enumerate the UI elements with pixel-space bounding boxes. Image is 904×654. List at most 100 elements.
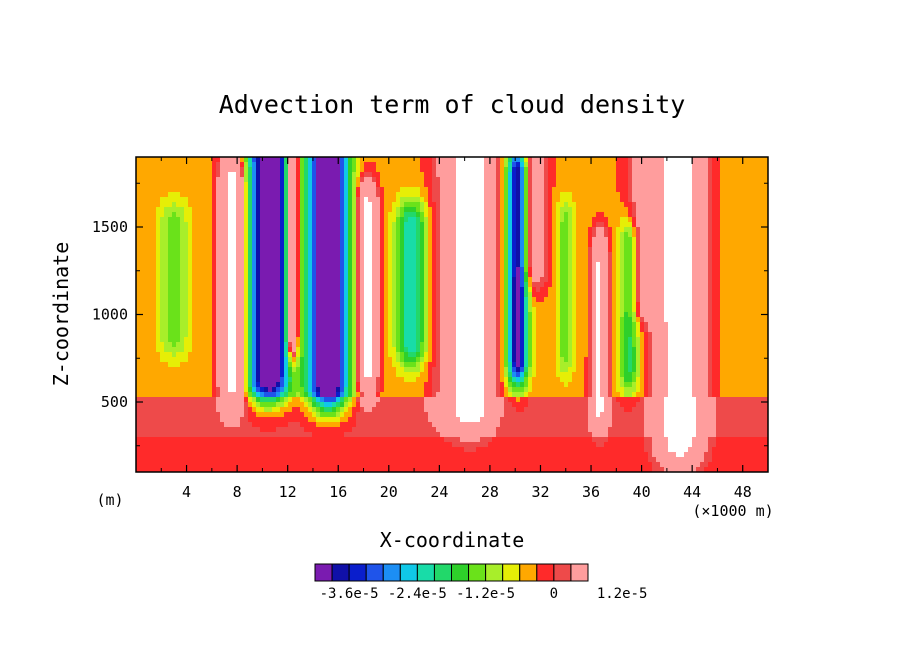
field-cell <box>400 172 405 178</box>
field-cell <box>540 227 545 233</box>
field-cell <box>428 307 433 313</box>
field-cell <box>292 222 297 228</box>
field-cell <box>188 262 193 268</box>
field-cell <box>448 292 453 298</box>
field-cell <box>568 302 573 308</box>
field-cell <box>436 207 441 213</box>
field-cell <box>248 167 253 173</box>
field-cell <box>236 227 241 233</box>
field-cell <box>244 162 249 168</box>
field-cell <box>168 197 173 203</box>
field-cell <box>256 302 261 308</box>
field-cell <box>440 167 445 173</box>
field-cell <box>496 307 501 313</box>
field-cell <box>252 202 257 208</box>
field-cell <box>596 302 601 308</box>
field-cell <box>652 182 657 188</box>
field-cell <box>612 162 617 168</box>
field-cell <box>696 207 701 213</box>
field-cell <box>396 217 401 223</box>
field-cell <box>252 157 257 163</box>
field-cell <box>332 177 337 183</box>
field-cell <box>272 237 277 243</box>
field-cell <box>396 192 401 198</box>
field-cell <box>384 242 389 248</box>
field-cell <box>716 167 721 173</box>
field-cell <box>656 202 661 208</box>
field-cell <box>200 207 205 213</box>
field-cell <box>208 287 213 293</box>
field-cell <box>716 187 721 193</box>
field-cell <box>728 212 733 218</box>
field-cell <box>604 157 609 163</box>
field-cell <box>720 252 725 258</box>
field-cell <box>688 277 693 283</box>
field-cell <box>348 197 353 203</box>
field-cell <box>620 177 625 183</box>
field-cell <box>428 217 433 223</box>
field-cell <box>704 172 709 178</box>
field-cell <box>452 227 457 233</box>
field-cell <box>448 312 453 318</box>
field-cell <box>188 187 193 193</box>
field-cell <box>260 222 265 228</box>
field-cell <box>656 292 661 298</box>
field-cell <box>704 217 709 223</box>
field-cell <box>548 162 553 168</box>
field-cell <box>640 172 645 178</box>
field-cell <box>648 182 653 188</box>
field-cell <box>356 292 361 298</box>
field-cell <box>496 167 501 173</box>
field-cell <box>752 292 757 298</box>
field-cell <box>460 267 465 273</box>
field-cell <box>364 292 369 298</box>
field-cell <box>344 192 349 198</box>
field-cell <box>564 297 569 303</box>
field-cell <box>480 252 485 258</box>
field-cell <box>172 237 177 243</box>
field-cell <box>584 222 589 228</box>
field-cell <box>672 217 677 223</box>
field-cell <box>436 302 441 308</box>
field-cell <box>240 297 245 303</box>
field-cell <box>176 202 181 208</box>
field-cell <box>500 312 505 318</box>
field-cell <box>468 187 473 193</box>
field-cell <box>432 177 437 183</box>
field-cell <box>728 232 733 238</box>
field-cell <box>244 277 249 283</box>
field-cell <box>756 162 761 168</box>
field-cell <box>652 252 657 258</box>
field-cell <box>480 302 485 308</box>
field-cell <box>484 307 489 313</box>
field-cell <box>744 182 749 188</box>
field-cell <box>264 257 269 263</box>
field-cell <box>492 202 497 208</box>
field-cell <box>144 267 149 273</box>
field-cell <box>648 297 653 303</box>
field-cell <box>284 192 289 198</box>
field-cell <box>404 267 409 273</box>
field-cell <box>620 272 625 278</box>
field-cell <box>316 252 321 258</box>
field-cell <box>728 242 733 248</box>
field-cell <box>424 302 429 308</box>
field-cell <box>164 232 169 238</box>
field-cell <box>428 272 433 278</box>
field-cell <box>356 162 361 168</box>
field-cell <box>204 262 209 268</box>
field-cell <box>648 167 653 173</box>
field-cell <box>384 202 389 208</box>
field-cell <box>252 247 257 253</box>
field-cell <box>184 192 189 198</box>
field-cell <box>188 172 193 178</box>
field-cell <box>632 282 637 288</box>
field-cell <box>496 227 501 233</box>
field-cell <box>288 222 293 228</box>
field-cell <box>728 297 733 303</box>
field-cell <box>524 262 529 268</box>
field-cell <box>532 157 537 163</box>
field-cell <box>396 272 401 278</box>
field-cell <box>516 287 521 293</box>
field-cell <box>332 237 337 243</box>
